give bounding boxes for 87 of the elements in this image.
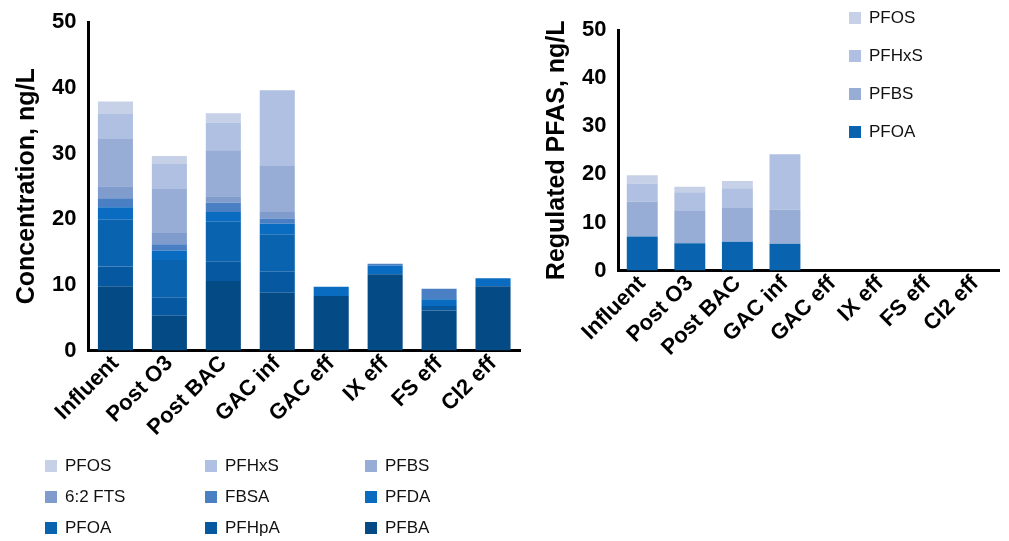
- bar: [674, 192, 706, 211]
- y-tick-label: 0: [64, 336, 77, 362]
- legend-label: PFBS: [385, 455, 430, 475]
- legend-label: PFHxS: [225, 455, 279, 475]
- bar: [97, 219, 133, 267]
- y-tick-label: 50: [581, 16, 607, 42]
- y-tick-label: 40: [581, 64, 607, 90]
- y-tick-label: 20: [51, 205, 77, 231]
- bar: [421, 288, 457, 300]
- bar: [151, 163, 187, 189]
- bar: [205, 211, 241, 222]
- y-tick-label: 0: [594, 256, 607, 282]
- bar: [205, 261, 241, 281]
- legend-label: PFDA: [385, 486, 431, 506]
- bar: [97, 198, 133, 208]
- bar: [769, 209, 801, 244]
- bar: [259, 218, 295, 224]
- bar: [259, 165, 295, 212]
- y-axis-title: Regulated PFAS, ng/L: [540, 20, 569, 281]
- bar: [151, 156, 187, 164]
- bar: [721, 181, 753, 189]
- bar: [151, 259, 187, 298]
- bar: [97, 186, 133, 199]
- legend-label: PFOS: [869, 7, 916, 27]
- bar: [205, 122, 241, 151]
- bar: [97, 138, 133, 187]
- bar: [259, 223, 295, 235]
- bar: [205, 113, 241, 123]
- bar: [259, 234, 295, 272]
- bar: [151, 232, 187, 245]
- y-tick-label: 20: [581, 160, 607, 186]
- bar: [259, 90, 295, 166]
- bar: [421, 299, 457, 306]
- bar: [259, 292, 295, 351]
- bar: [626, 201, 658, 237]
- bar: [205, 221, 241, 262]
- legend-label: PFHxS: [869, 45, 923, 65]
- y-tick-label: 10: [51, 270, 77, 296]
- bar: [674, 243, 706, 271]
- legend-label: PFBS: [869, 83, 914, 103]
- bar: [205, 150, 241, 197]
- bar: [259, 271, 295, 293]
- bar: [421, 310, 457, 351]
- legend-label: PFOS: [65, 455, 112, 475]
- bar: [475, 286, 511, 351]
- bar: [205, 280, 241, 351]
- bar: [151, 297, 187, 316]
- legend-label: PFBA: [385, 517, 431, 537]
- bar: [259, 211, 295, 219]
- bar: [367, 265, 403, 275]
- bar: [205, 202, 241, 212]
- legend-label: PFOA: [65, 517, 112, 537]
- legend-label: PFHpA: [225, 517, 281, 537]
- bar: [151, 244, 187, 251]
- bar: [313, 296, 349, 351]
- bar: [721, 208, 753, 242]
- y-tick-label: 30: [581, 112, 607, 138]
- bar: [97, 286, 133, 351]
- y-tick-label: 50: [51, 8, 77, 34]
- bar: [205, 196, 241, 203]
- bar: [721, 188, 753, 209]
- bar: [97, 114, 133, 139]
- bar: [674, 186, 706, 193]
- bar: [626, 183, 658, 202]
- bar: [421, 305, 457, 311]
- bar: [151, 188, 187, 233]
- bar: [626, 236, 658, 271]
- bar: [151, 315, 187, 351]
- bar: [367, 274, 403, 351]
- y-tick-label: 30: [51, 139, 77, 165]
- bar: [626, 175, 658, 184]
- bar: [97, 266, 133, 287]
- y-tick-label: 10: [581, 208, 607, 234]
- bar: [475, 278, 511, 287]
- bar: [769, 154, 801, 210]
- bar: [97, 207, 133, 220]
- bar: [769, 243, 801, 271]
- legend-label: FBSA: [225, 486, 271, 506]
- bar: [721, 241, 753, 271]
- bar: [151, 250, 187, 260]
- bar: [313, 286, 349, 297]
- y-tick-label: 40: [51, 73, 77, 99]
- legend-label: 6:2 FTS: [65, 486, 126, 506]
- bar: [97, 101, 133, 115]
- bar: [674, 210, 706, 244]
- legend-label: PFOA: [869, 121, 916, 141]
- y-axis-title: Concentration, ng/L: [10, 68, 39, 305]
